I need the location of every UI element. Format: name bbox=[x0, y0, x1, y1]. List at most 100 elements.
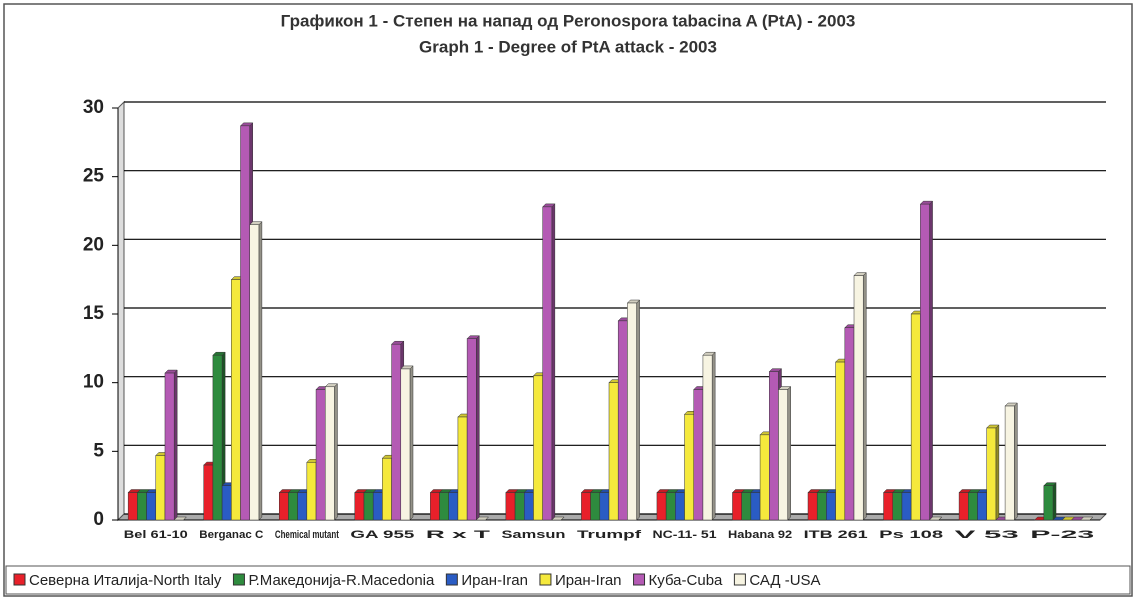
legend-swatch bbox=[539, 573, 552, 586]
bar bbox=[203, 464, 214, 521]
bar bbox=[288, 492, 298, 521]
bar bbox=[448, 492, 459, 521]
legend-swatch bbox=[13, 573, 26, 586]
bar-side bbox=[711, 351, 716, 521]
bar bbox=[137, 492, 147, 521]
bar bbox=[524, 492, 534, 521]
bar bbox=[732, 492, 742, 521]
chart-border bbox=[3, 3, 1133, 597]
bar bbox=[155, 455, 166, 521]
bar bbox=[759, 434, 770, 521]
bar bbox=[581, 492, 591, 521]
bar-side bbox=[476, 335, 480, 521]
bar bbox=[665, 492, 676, 521]
bar bbox=[221, 485, 232, 521]
bar bbox=[590, 492, 601, 521]
chart-subtitle: Graph 1 - Degree of PtA attack - 2003 bbox=[419, 37, 717, 56]
legend-swatch bbox=[232, 573, 245, 586]
bar bbox=[693, 389, 704, 521]
bar bbox=[675, 492, 685, 521]
legend-label: Р.Македонија-R.Macedonia bbox=[248, 572, 435, 589]
bar bbox=[542, 206, 553, 521]
bar bbox=[391, 343, 402, 521]
x-tick-label: ITB 261 bbox=[804, 529, 868, 541]
bar bbox=[324, 386, 335, 521]
legend-box bbox=[5, 565, 1131, 595]
bar bbox=[910, 313, 921, 521]
bar-top bbox=[928, 516, 943, 521]
y-tick-label: 10 bbox=[83, 372, 104, 393]
x-tick-label: Chemical mutant bbox=[275, 529, 339, 541]
bar-side bbox=[787, 385, 791, 521]
bar bbox=[382, 457, 392, 521]
bar bbox=[977, 492, 987, 521]
bar bbox=[306, 462, 317, 521]
bar bbox=[400, 368, 411, 521]
x-tick-label: Habana 92 bbox=[728, 529, 792, 541]
bar bbox=[853, 275, 864, 521]
bar bbox=[372, 492, 383, 521]
bar-side bbox=[258, 221, 263, 521]
bar-side bbox=[1052, 482, 1057, 521]
bar bbox=[986, 427, 997, 521]
legend-label: САД -USA bbox=[749, 572, 820, 589]
bar bbox=[354, 492, 365, 521]
bar-side bbox=[1014, 402, 1018, 521]
x-tick-label: P-23 bbox=[1030, 529, 1094, 541]
bar bbox=[741, 492, 752, 521]
bar bbox=[901, 492, 912, 521]
bar bbox=[656, 492, 667, 521]
bar bbox=[844, 327, 855, 521]
bar-top bbox=[475, 516, 490, 521]
bar bbox=[958, 492, 969, 521]
y-tick-label: 25 bbox=[83, 166, 105, 187]
bar bbox=[750, 492, 761, 521]
x-tick-label: GA 955 bbox=[350, 529, 414, 541]
bar bbox=[816, 492, 827, 521]
bar bbox=[892, 492, 903, 521]
bar-side bbox=[929, 200, 933, 521]
legend-swatch bbox=[733, 573, 746, 586]
legend-label: Иран-Iran bbox=[461, 572, 528, 589]
bar bbox=[212, 354, 223, 521]
bar bbox=[315, 389, 326, 521]
bar-side bbox=[551, 203, 556, 521]
bar bbox=[164, 372, 175, 521]
bar-side bbox=[409, 365, 414, 521]
legend-label: Иран-Iran bbox=[555, 572, 622, 589]
bar bbox=[430, 492, 440, 521]
x-tick-label: Ps 108 bbox=[879, 529, 943, 541]
bar-top bbox=[1080, 516, 1094, 521]
bar bbox=[533, 375, 543, 521]
bar bbox=[627, 302, 637, 521]
x-tick-label: Trumpf bbox=[577, 529, 642, 541]
x-tick-label: NC-11- 51 bbox=[653, 529, 717, 541]
x-tick-label: V 53 bbox=[955, 529, 1019, 541]
x-tick-label: Samsun bbox=[501, 529, 565, 541]
bar bbox=[826, 492, 836, 521]
legend-label: Северна Италија-North Italy bbox=[29, 572, 222, 589]
bar bbox=[968, 492, 978, 521]
bar bbox=[127, 492, 138, 521]
bar bbox=[835, 361, 846, 521]
legend-swatch bbox=[445, 573, 458, 586]
y-tick-label: 30 bbox=[83, 97, 104, 118]
y-tick-label: 0 bbox=[93, 509, 104, 530]
y-tick-label: 5 bbox=[93, 440, 104, 461]
bar bbox=[608, 382, 619, 521]
bar-top bbox=[551, 516, 565, 521]
bar bbox=[297, 492, 308, 521]
bar bbox=[778, 389, 788, 521]
bar bbox=[702, 354, 713, 521]
bar bbox=[146, 492, 157, 521]
bar-side bbox=[173, 369, 178, 521]
bar-side bbox=[995, 424, 1000, 521]
y-tick-label: 20 bbox=[83, 234, 104, 255]
bar bbox=[883, 492, 894, 521]
bar bbox=[599, 492, 610, 521]
bar bbox=[439, 492, 449, 521]
bar bbox=[807, 492, 818, 521]
bar bbox=[249, 224, 260, 521]
bar-side bbox=[636, 299, 640, 521]
